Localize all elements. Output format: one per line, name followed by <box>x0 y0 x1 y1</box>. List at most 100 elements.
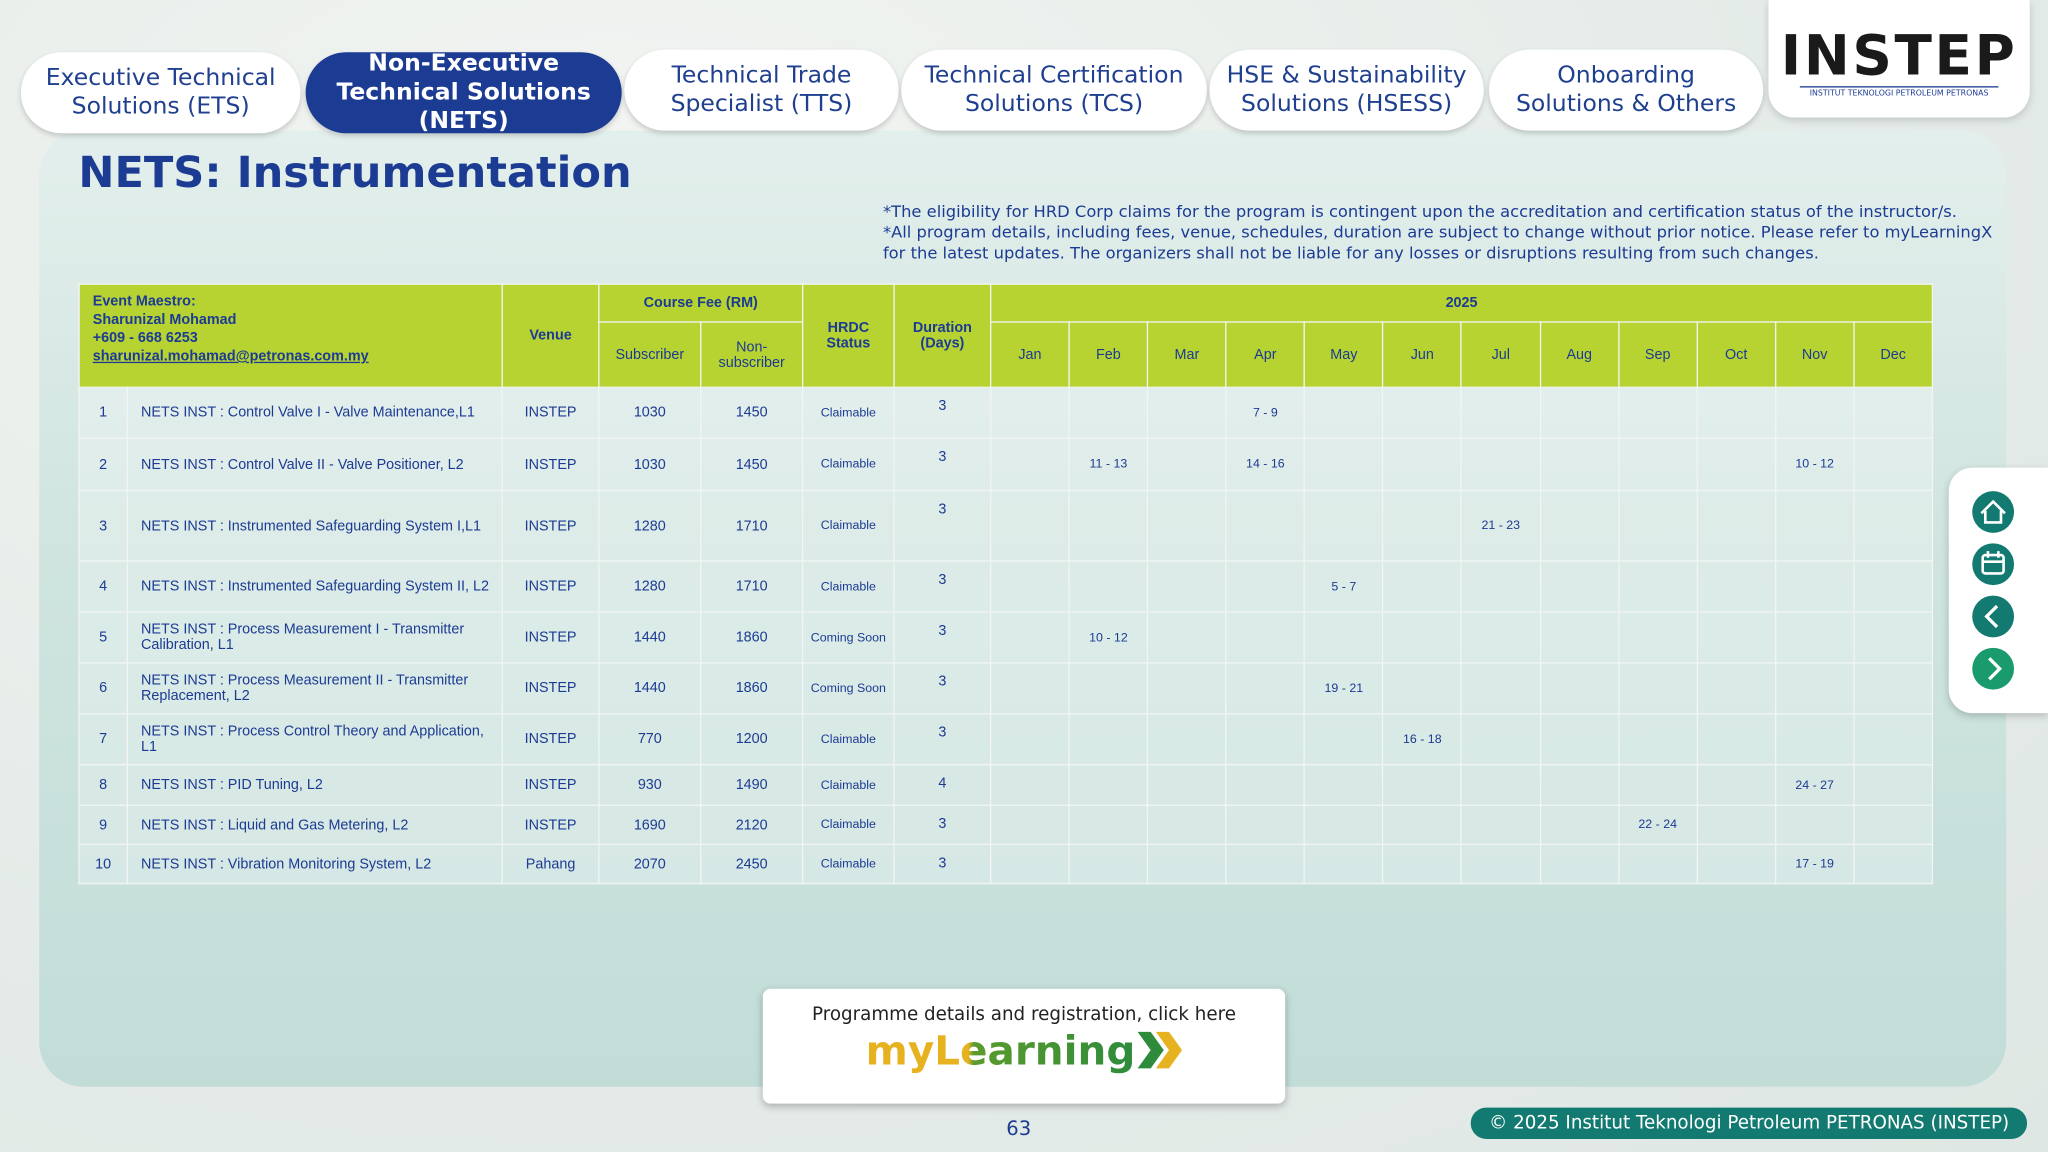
notes: *The eligibility for HRD Corp claims for… <box>883 201 1993 264</box>
copyright: © 2025 Institut Teknologi Petroleum PETR… <box>1470 1107 2028 1139</box>
registration-card[interactable]: Programme details and registration, clic… <box>762 988 1286 1104</box>
logo: INSTEP INSTITUT TEKNOLOGI PETROLEUM PETR… <box>1768 0 2030 118</box>
schedule-cell: 21 - 23 <box>1460 489 1541 562</box>
fee-subscriber: 930 <box>598 764 702 806</box>
schedule-cell <box>1382 560 1463 613</box>
schedule-cell <box>990 611 1070 664</box>
header-subscriber: Subscriber <box>598 321 702 388</box>
month-header: Nov <box>1774 321 1855 388</box>
schedule-cell <box>1225 713 1306 766</box>
schedule-cell <box>1303 843 1384 885</box>
fee-nonsubscriber: 1710 <box>700 560 804 613</box>
fee-nonsubscriber: 1450 <box>700 437 804 492</box>
fee-subscriber: 1280 <box>598 560 702 613</box>
row-number: 9 <box>78 804 128 846</box>
duration: 3 <box>893 437 992 492</box>
next-button[interactable] <box>1972 647 2015 690</box>
schedule-cell <box>990 764 1070 806</box>
hrdc-status: Claimable <box>801 437 895 492</box>
schedule-cell <box>1303 437 1384 492</box>
schedule-cell <box>1853 843 1934 885</box>
course-name: NETS INST : Process Measurement II - Tra… <box>126 662 503 715</box>
table-row: 4 NETS INST : Instrumented Safeguarding S… <box>78 560 1934 613</box>
tab[interactable]: Onboarding Solutions & Others <box>1488 49 1764 131</box>
page-number: 63 <box>1006 1116 1032 1141</box>
hrdc-status: Claimable <box>801 764 895 806</box>
schedule-cell <box>1696 437 1777 492</box>
table-row: 7 NETS INST : Process Control Theory and … <box>78 713 1934 766</box>
month-header: May <box>1303 321 1384 388</box>
schedule-cell <box>1382 764 1463 806</box>
note: for the latest updates. The organizers s… <box>882 242 1819 263</box>
month-header: Aug <box>1539 321 1620 388</box>
schedule-cell <box>1853 713 1934 766</box>
schedule-cell: 19 - 21 <box>1303 662 1384 715</box>
schedule-cell <box>1774 489 1855 562</box>
schedule-cell <box>1539 489 1620 562</box>
schedule-cell <box>1146 560 1227 613</box>
schedule-cell <box>1303 713 1384 766</box>
maestro-email[interactable]: sharunizal.mohamad@petronas.com.my <box>92 348 369 365</box>
maestro-phone: +609 - 668 6253 <box>92 330 198 347</box>
schedule-cell <box>1382 386 1463 439</box>
fee-subscriber: 1440 <box>598 662 702 715</box>
duration: 3 <box>893 489 992 562</box>
header-venue: Venue <box>501 283 600 388</box>
course-name: NETS INST : Process Control Theory and A… <box>126 713 503 766</box>
table-row: 5 NETS INST : Process Measurement I - Tra… <box>78 611 1934 664</box>
table-row: 6 NETS INST : Process Measurement II - Tr… <box>78 662 1934 715</box>
schedule-cell: 7 - 9 <box>1225 386 1306 439</box>
schedule-cell <box>1460 386 1541 439</box>
title: NETS: Instrumentation <box>78 146 632 198</box>
month-header: Jul <box>1460 321 1541 388</box>
schedule-cell <box>1617 843 1698 885</box>
nav-icons <box>1972 491 2015 690</box>
fee-nonsubscriber: 1200 <box>700 713 804 766</box>
fee-subscriber: 1280 <box>598 489 702 562</box>
row-number: 3 <box>78 489 128 562</box>
course-name: NETS INST : Vibration Monitoring System,… <box>126 843 503 885</box>
tab[interactable]: Non-Executive Technical Solutions (NETS) <box>305 50 622 135</box>
hrdc-status: Claimable <box>801 560 895 613</box>
schedule-cell <box>1774 662 1855 715</box>
home-button[interactable] <box>1972 491 2015 533</box>
header-fee: Course Fee (RM) <box>598 283 804 323</box>
row-number: 4 <box>78 560 128 613</box>
schedule-cell <box>1146 489 1227 562</box>
hrdc-status: Coming Soon <box>801 662 895 715</box>
tab[interactable]: Technical Certification Solutions (TCS) <box>901 49 1207 131</box>
schedule-cell <box>1853 560 1934 613</box>
schedule-cell <box>1539 764 1620 806</box>
table-row: 8 NETS INST : PID Tuning, L2 INSTEP 930 1490… <box>78 764 1934 806</box>
schedule-cell: 24 - 27 <box>1774 764 1855 806</box>
tab[interactable]: Executive Technical Solutions (ETS) <box>20 52 301 134</box>
month-header: Sep <box>1617 321 1698 388</box>
schedule-cell <box>1225 764 1306 806</box>
schedule-cell <box>1225 489 1306 562</box>
schedule-cell <box>1068 489 1149 562</box>
schedule-cell <box>990 560 1070 613</box>
schedule-cell <box>1146 843 1227 885</box>
schedule-cell <box>1382 804 1463 846</box>
tab[interactable]: HSE & Sustainability Solutions (HSESS) <box>1209 49 1484 131</box>
fee-subscriber: 1690 <box>598 804 702 846</box>
fee-subscriber: 1030 <box>598 386 702 439</box>
row-number: 5 <box>78 611 128 664</box>
event-maestro: Event Maestro: Sharunizal Mohamad +609 -… <box>78 283 503 388</box>
schedule-cell <box>1617 560 1698 613</box>
schedule-cell <box>990 437 1070 492</box>
tab[interactable]: Technical Trade Specialist (TTS) <box>624 49 899 131</box>
schedule-cell <box>1774 560 1855 613</box>
note: *The eligibility for HRD Corp claims for… <box>882 201 1957 221</box>
calendar-button[interactable] <box>1972 543 2015 586</box>
schedule-cell <box>1146 437 1227 492</box>
fee-subscriber: 1440 <box>598 611 702 664</box>
course-name: NETS INST : Process Measurement I - Tran… <box>126 611 503 664</box>
row-number: 8 <box>78 764 128 806</box>
prev-button[interactable] <box>1972 595 2015 638</box>
schedule-cell <box>1774 804 1855 846</box>
venue: INSTEP <box>501 386 600 439</box>
schedule-cell <box>1539 662 1620 715</box>
schedule-cell <box>1617 662 1698 715</box>
